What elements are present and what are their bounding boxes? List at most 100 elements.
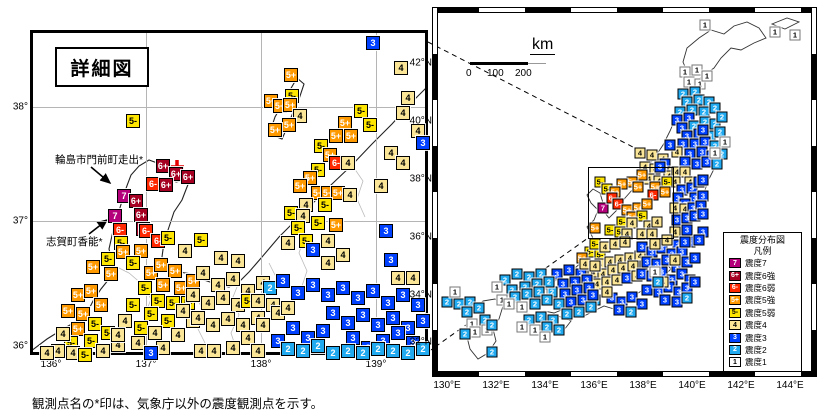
intensity-marker-3: 3 (386, 311, 400, 325)
legend-row: 7 震度7 (724, 257, 801, 269)
legend-title: 震度分布図 凡例 (739, 235, 785, 256)
intensity-marker-6+: 6+ (159, 178, 173, 192)
intensity-marker-3: 3 (306, 278, 320, 292)
legend-item-label: 震度1 (745, 357, 767, 368)
intensity-marker-2: 2 (416, 342, 430, 356)
intensity-marker-1: 1 (789, 29, 801, 41)
intensity-marker-7: 7 (108, 209, 122, 223)
intensity-marker-5-: 5- (144, 307, 158, 321)
intensity-marker-4: 4 (186, 288, 200, 302)
gridline-vertical (146, 33, 147, 352)
intensity-marker-1: 1 (469, 326, 481, 338)
intensity-marker-3: 3 (336, 281, 350, 295)
intensity-marker-5+: 5+ (104, 267, 118, 281)
intensity-marker-5-: 5- (134, 321, 148, 335)
intensity-marker-2: 2 (473, 302, 485, 314)
longitude-tick-label: 136°E (580, 380, 608, 391)
intensity-marker-2: 2 (521, 288, 533, 300)
latitude-tick-label: 38°N (409, 173, 432, 185)
intensity-marker-4: 4 (111, 328, 125, 342)
intensity-marker-6-: 6- (606, 192, 618, 204)
intensity-marker-5+: 5+ (84, 284, 98, 298)
intensity-marker-2: 2 (716, 111, 728, 123)
legend-item-label: 震度2 (745, 344, 767, 355)
legend-item-label: 震度6弱 (745, 282, 776, 293)
intensity-marker-3: 3 (681, 224, 693, 236)
intensity-marker-3: 3 (286, 321, 300, 335)
intensity-marker-4: 4 (341, 156, 355, 170)
intensity-marker-5+: 5+ (283, 98, 297, 112)
intensity-marker-4: 4 (336, 248, 350, 262)
scale-bar-extension (528, 63, 546, 64)
intensity-marker-4: 4 (589, 260, 601, 272)
legend-item-label: 震度4 (745, 320, 767, 331)
intensity-marker-4: 4 (601, 286, 613, 298)
intensity-marker-4: 4 (131, 336, 145, 350)
intensity-marker-4: 4 (401, 91, 415, 105)
intensity-marker-4: 4 (176, 304, 190, 318)
intensity-marker-6-: 6- (146, 177, 160, 191)
intensity-marker-1: 1 (491, 281, 503, 293)
longitude-tick-label: 138° (250, 359, 272, 370)
longitude-tick-label: 139° (365, 359, 387, 370)
intensity-marker-5-: 5- (84, 334, 98, 348)
intensity-marker-4: 4 (171, 328, 185, 342)
latitude-tick-label: 34°N (409, 289, 432, 301)
intensity-marker-3: 3 (381, 296, 395, 310)
intensity-marker-5-: 5- (194, 233, 208, 247)
intensity-marker-4: 4 (406, 271, 420, 285)
latitude-tick-label: 42°N (409, 57, 432, 69)
legend-item-label: 震度6強 (745, 270, 776, 281)
intensity-marker-5+: 5+ (344, 129, 358, 143)
intensity-marker-6-: 6- (113, 223, 127, 237)
intensity-marker-4: 4 (256, 318, 270, 332)
intensity-marker-3: 3 (341, 316, 355, 330)
intensity-marker-5-: 5- (151, 294, 165, 308)
intensity-marker-5+: 5+ (71, 322, 85, 336)
intensity-marker-4: 4 (56, 327, 70, 341)
intensity-marker-2: 2 (523, 314, 535, 326)
intensity-marker-3: 3 (636, 298, 648, 310)
intensity-marker-2: 2 (561, 308, 573, 320)
intensity-marker-3: 3 (316, 324, 330, 338)
intensity-marker-4: 4 (296, 209, 310, 223)
intensity-marker-2: 2 (486, 319, 498, 331)
legend-row: 5+ 震度5強 (724, 294, 801, 306)
intensity-marker-2: 2 (311, 339, 325, 353)
intensity-marker-5-: 5- (161, 231, 175, 245)
longitude-tick-label: 134°E (531, 380, 559, 391)
intensity-marker-4: 4 (226, 341, 240, 355)
latitude-tick-label: 40°N (409, 115, 432, 127)
intensity-marker-1: 1 (516, 301, 528, 313)
inset-zoom-box (588, 167, 674, 239)
intensity-marker-4: 4 (626, 217, 638, 229)
intensity-marker-3: 3 (559, 288, 571, 300)
legend-item-label: 震度5弱 (745, 307, 776, 318)
intensity-marker-4: 4 (206, 318, 220, 332)
intensity-marker-3: 3 (416, 136, 430, 150)
intensity-marker-2: 2 (535, 311, 547, 323)
intensity-marker-5+: 5+ (632, 181, 644, 193)
intensity-marker-4: 4 (191, 311, 205, 325)
map-frame-left (432, 7, 438, 377)
scale-unit-label: km (530, 36, 556, 55)
intensity-marker-5-: 5- (101, 252, 115, 266)
intensity-marker-5+: 5+ (659, 186, 671, 198)
intensity-marker-6-: 6- (612, 198, 624, 210)
intensity-marker-6+: 6+ (181, 170, 195, 184)
intensity-marker-1: 1 (701, 70, 713, 82)
footnote-caption: 観測点名の*印は、気象庁以外の震度観測点を示す。 (32, 397, 324, 411)
intensity-marker-2: 2 (625, 306, 637, 318)
intensity-marker-5+: 5+ (168, 264, 182, 278)
intensity-marker-5-: 5- (594, 176, 606, 188)
intensity-marker-3: 3 (693, 234, 705, 246)
intensity-marker-3: 3 (371, 318, 385, 332)
intensity-marker-4: 4 (118, 314, 132, 328)
intensity-marker-5-: 5- (126, 298, 140, 312)
gridline-horizontal (33, 107, 425, 108)
station-annotation: 志賀町香能* (46, 236, 103, 248)
intensity-marker-6+: 6+ (134, 208, 148, 222)
intensity-marker-4: 4 (281, 236, 295, 250)
intensity-marker-5-: 5- (636, 210, 648, 222)
